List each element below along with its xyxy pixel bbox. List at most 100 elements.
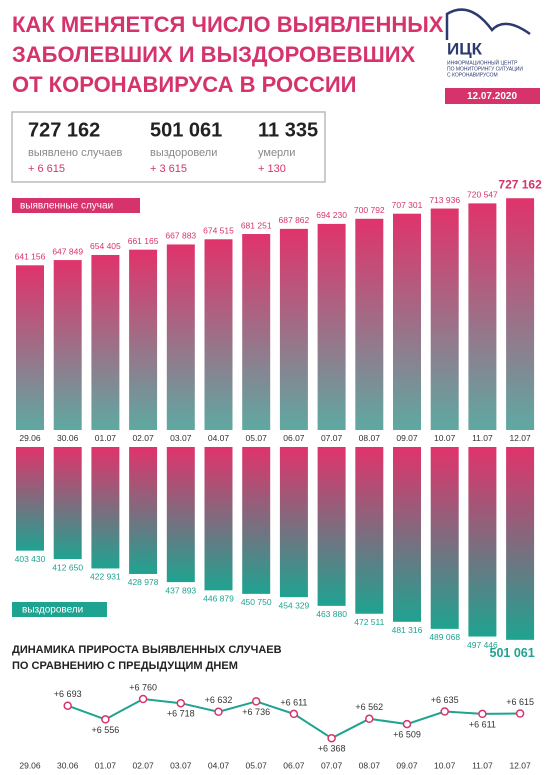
x-tick-label: 04.07 xyxy=(208,433,230,443)
bar xyxy=(279,228,308,430)
stat-change: + 3 615 xyxy=(150,163,187,175)
point xyxy=(289,709,299,719)
value-label: 727 162 xyxy=(498,177,542,191)
value-label: +6 368 xyxy=(318,744,346,754)
x-tick-label: 05.07 xyxy=(246,433,268,443)
value-label: +6 760 xyxy=(129,682,157,692)
bar xyxy=(204,447,233,591)
bar xyxy=(506,198,535,430)
value-label: +6 632 xyxy=(205,695,233,705)
legend-badge xyxy=(12,602,107,617)
legend-label: выздоровели xyxy=(22,605,83,616)
legend-badge xyxy=(12,198,140,213)
bar xyxy=(16,447,44,551)
stat-label: умерли xyxy=(258,147,295,159)
bar xyxy=(317,223,346,430)
value-label: 428 978 xyxy=(128,577,159,587)
bar xyxy=(129,249,158,430)
value-label: 412 650 xyxy=(52,562,83,572)
point xyxy=(402,719,412,729)
x-tick-label: 02.07 xyxy=(132,433,154,443)
value-label: 707 301 xyxy=(392,200,423,210)
bar xyxy=(506,447,535,640)
stat-change: + 130 xyxy=(258,163,286,175)
logo-arc xyxy=(445,8,531,40)
stat-value: 501 061 xyxy=(150,119,222,141)
x-tick-label: 08.07 xyxy=(359,433,381,443)
bar xyxy=(242,234,271,430)
x-tick-label: 04.07 xyxy=(208,760,230,770)
x-tick-label: 29.06 xyxy=(19,760,41,770)
point xyxy=(63,701,72,710)
value-label: 720 547 xyxy=(467,190,498,200)
value-label: 647 849 xyxy=(52,246,83,256)
x-tick-label: 10.07 xyxy=(434,760,456,770)
x-tick-label: 03.07 xyxy=(170,760,192,770)
x-tick-label: 29.06 xyxy=(19,433,41,443)
bar xyxy=(279,447,308,598)
value-label: 450 750 xyxy=(241,597,272,607)
value-label: 463 880 xyxy=(316,609,347,619)
bar xyxy=(355,218,384,430)
x-tick-label: 07.07 xyxy=(321,760,343,770)
value-label: 674 515 xyxy=(203,226,234,236)
logo-name: ИЦК xyxy=(447,39,483,58)
logo-text: ИНФОРМАЦИОННЫЙ ЦЕНТР xyxy=(447,58,518,66)
date: 12.07.2020 xyxy=(467,91,517,102)
bar xyxy=(53,447,82,560)
value-label: 681 251 xyxy=(241,220,272,230)
value-label: 497 446 xyxy=(467,640,498,650)
value-label: 489 068 xyxy=(429,632,460,642)
x-tick-label: 30.06 xyxy=(57,760,79,770)
x-tick-label: 11.07 xyxy=(472,760,493,770)
bar xyxy=(468,203,497,430)
x-tick-label: 09.07 xyxy=(396,433,418,443)
bar xyxy=(53,260,82,430)
point xyxy=(101,715,110,724)
point xyxy=(138,694,148,704)
value-label: 694 230 xyxy=(316,210,347,220)
bar xyxy=(393,447,421,622)
value-label: 687 862 xyxy=(279,215,310,225)
bar xyxy=(16,265,44,430)
x-tick-label: 06.07 xyxy=(283,760,305,770)
x-tick-label: 05.07 xyxy=(246,760,268,770)
value-label: 667 883 xyxy=(165,231,196,241)
bar xyxy=(355,447,384,614)
x-tick-label: 01.07 xyxy=(95,433,117,443)
stat-value: 11 335 xyxy=(258,119,318,141)
point xyxy=(214,707,223,717)
value-label: +6 635 xyxy=(431,695,459,705)
date-badge xyxy=(445,88,540,104)
stat-value: 727 162 xyxy=(28,119,100,141)
legend-label: выявленные случаи xyxy=(20,201,113,212)
x-tick-label: 06.07 xyxy=(283,433,305,443)
value-label: 700 792 xyxy=(354,205,385,215)
bar xyxy=(430,208,459,430)
bar xyxy=(166,244,195,430)
point xyxy=(327,733,336,743)
point xyxy=(440,707,449,716)
value-label: +6 611 xyxy=(280,697,307,707)
stat-change: + 6 615 xyxy=(28,163,65,175)
value-label: 501 061 xyxy=(490,646,535,660)
value-label: 454 329 xyxy=(279,600,310,610)
value-label: 403 430 xyxy=(15,554,46,564)
bar xyxy=(393,213,421,430)
value-label: 446 879 xyxy=(203,594,234,604)
chart-title: ДИНАМИКА ПРИРОСТА ВЫЯВЛЕННЫХ СЛУЧАЕВ xyxy=(12,644,282,656)
x-tick-label: 12.07 xyxy=(509,433,531,443)
logo-text: С КОРОНАВИРУСОМ xyxy=(447,72,498,78)
bar xyxy=(468,447,497,637)
point xyxy=(478,709,487,719)
value-label: +6 693 xyxy=(54,689,82,699)
value-label: 661 165 xyxy=(128,236,159,246)
bar xyxy=(91,447,120,569)
x-tick-label: 02.07 xyxy=(132,760,154,770)
point xyxy=(515,709,525,718)
x-tick-label: 03.07 xyxy=(170,433,192,443)
point xyxy=(365,714,374,724)
point xyxy=(176,698,186,708)
value-label: +6 556 xyxy=(92,725,120,735)
